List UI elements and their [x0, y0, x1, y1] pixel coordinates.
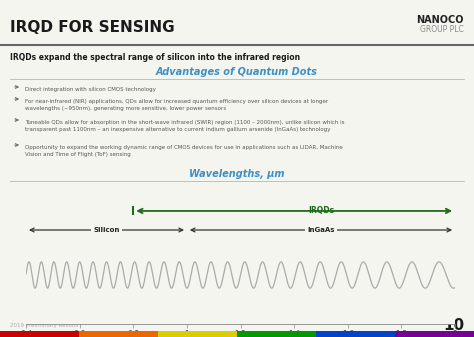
Bar	[0, 331, 79, 337]
Text: Direct integration with silicon CMOS technology: Direct integration with silicon CMOS tec…	[25, 87, 156, 92]
Text: Wavelengths, μm: Wavelengths, μm	[189, 169, 285, 179]
Bar	[158, 331, 237, 337]
Text: InGaAs: InGaAs	[307, 227, 335, 233]
Bar	[79, 331, 158, 337]
Text: For near-infrared (NIR) applications, QDs allow for increased quantum efficiency: For near-infrared (NIR) applications, QD…	[25, 99, 328, 111]
Bar	[237, 331, 316, 337]
Text: Advantages of Quantum Dots: Advantages of Quantum Dots	[156, 67, 318, 77]
Text: IRQDs: IRQDs	[308, 206, 334, 215]
Text: 2019 Preliminary Results: 2019 Preliminary Results	[10, 324, 78, 329]
Bar	[395, 331, 474, 337]
Text: Opportunity to expand the working dynamic range of CMOS devices for use in appli: Opportunity to expand the working dynami…	[25, 145, 343, 157]
Text: IRQDs expand the spectral range of silicon into the infrared region: IRQDs expand the spectral range of silic…	[10, 53, 300, 61]
Text: GROUP PLC: GROUP PLC	[420, 26, 464, 34]
Text: NANOCO: NANOCO	[417, 15, 464, 25]
Text: Tuneable QDs allow for absorption in the short-wave infrared (SWIR) region (1100: Tuneable QDs allow for absorption in the…	[25, 120, 345, 132]
Bar	[316, 331, 395, 337]
Text: Silicon: Silicon	[93, 227, 120, 233]
Text: 10: 10	[443, 318, 464, 334]
Text: IRQD FOR SENSING: IRQD FOR SENSING	[10, 21, 174, 35]
